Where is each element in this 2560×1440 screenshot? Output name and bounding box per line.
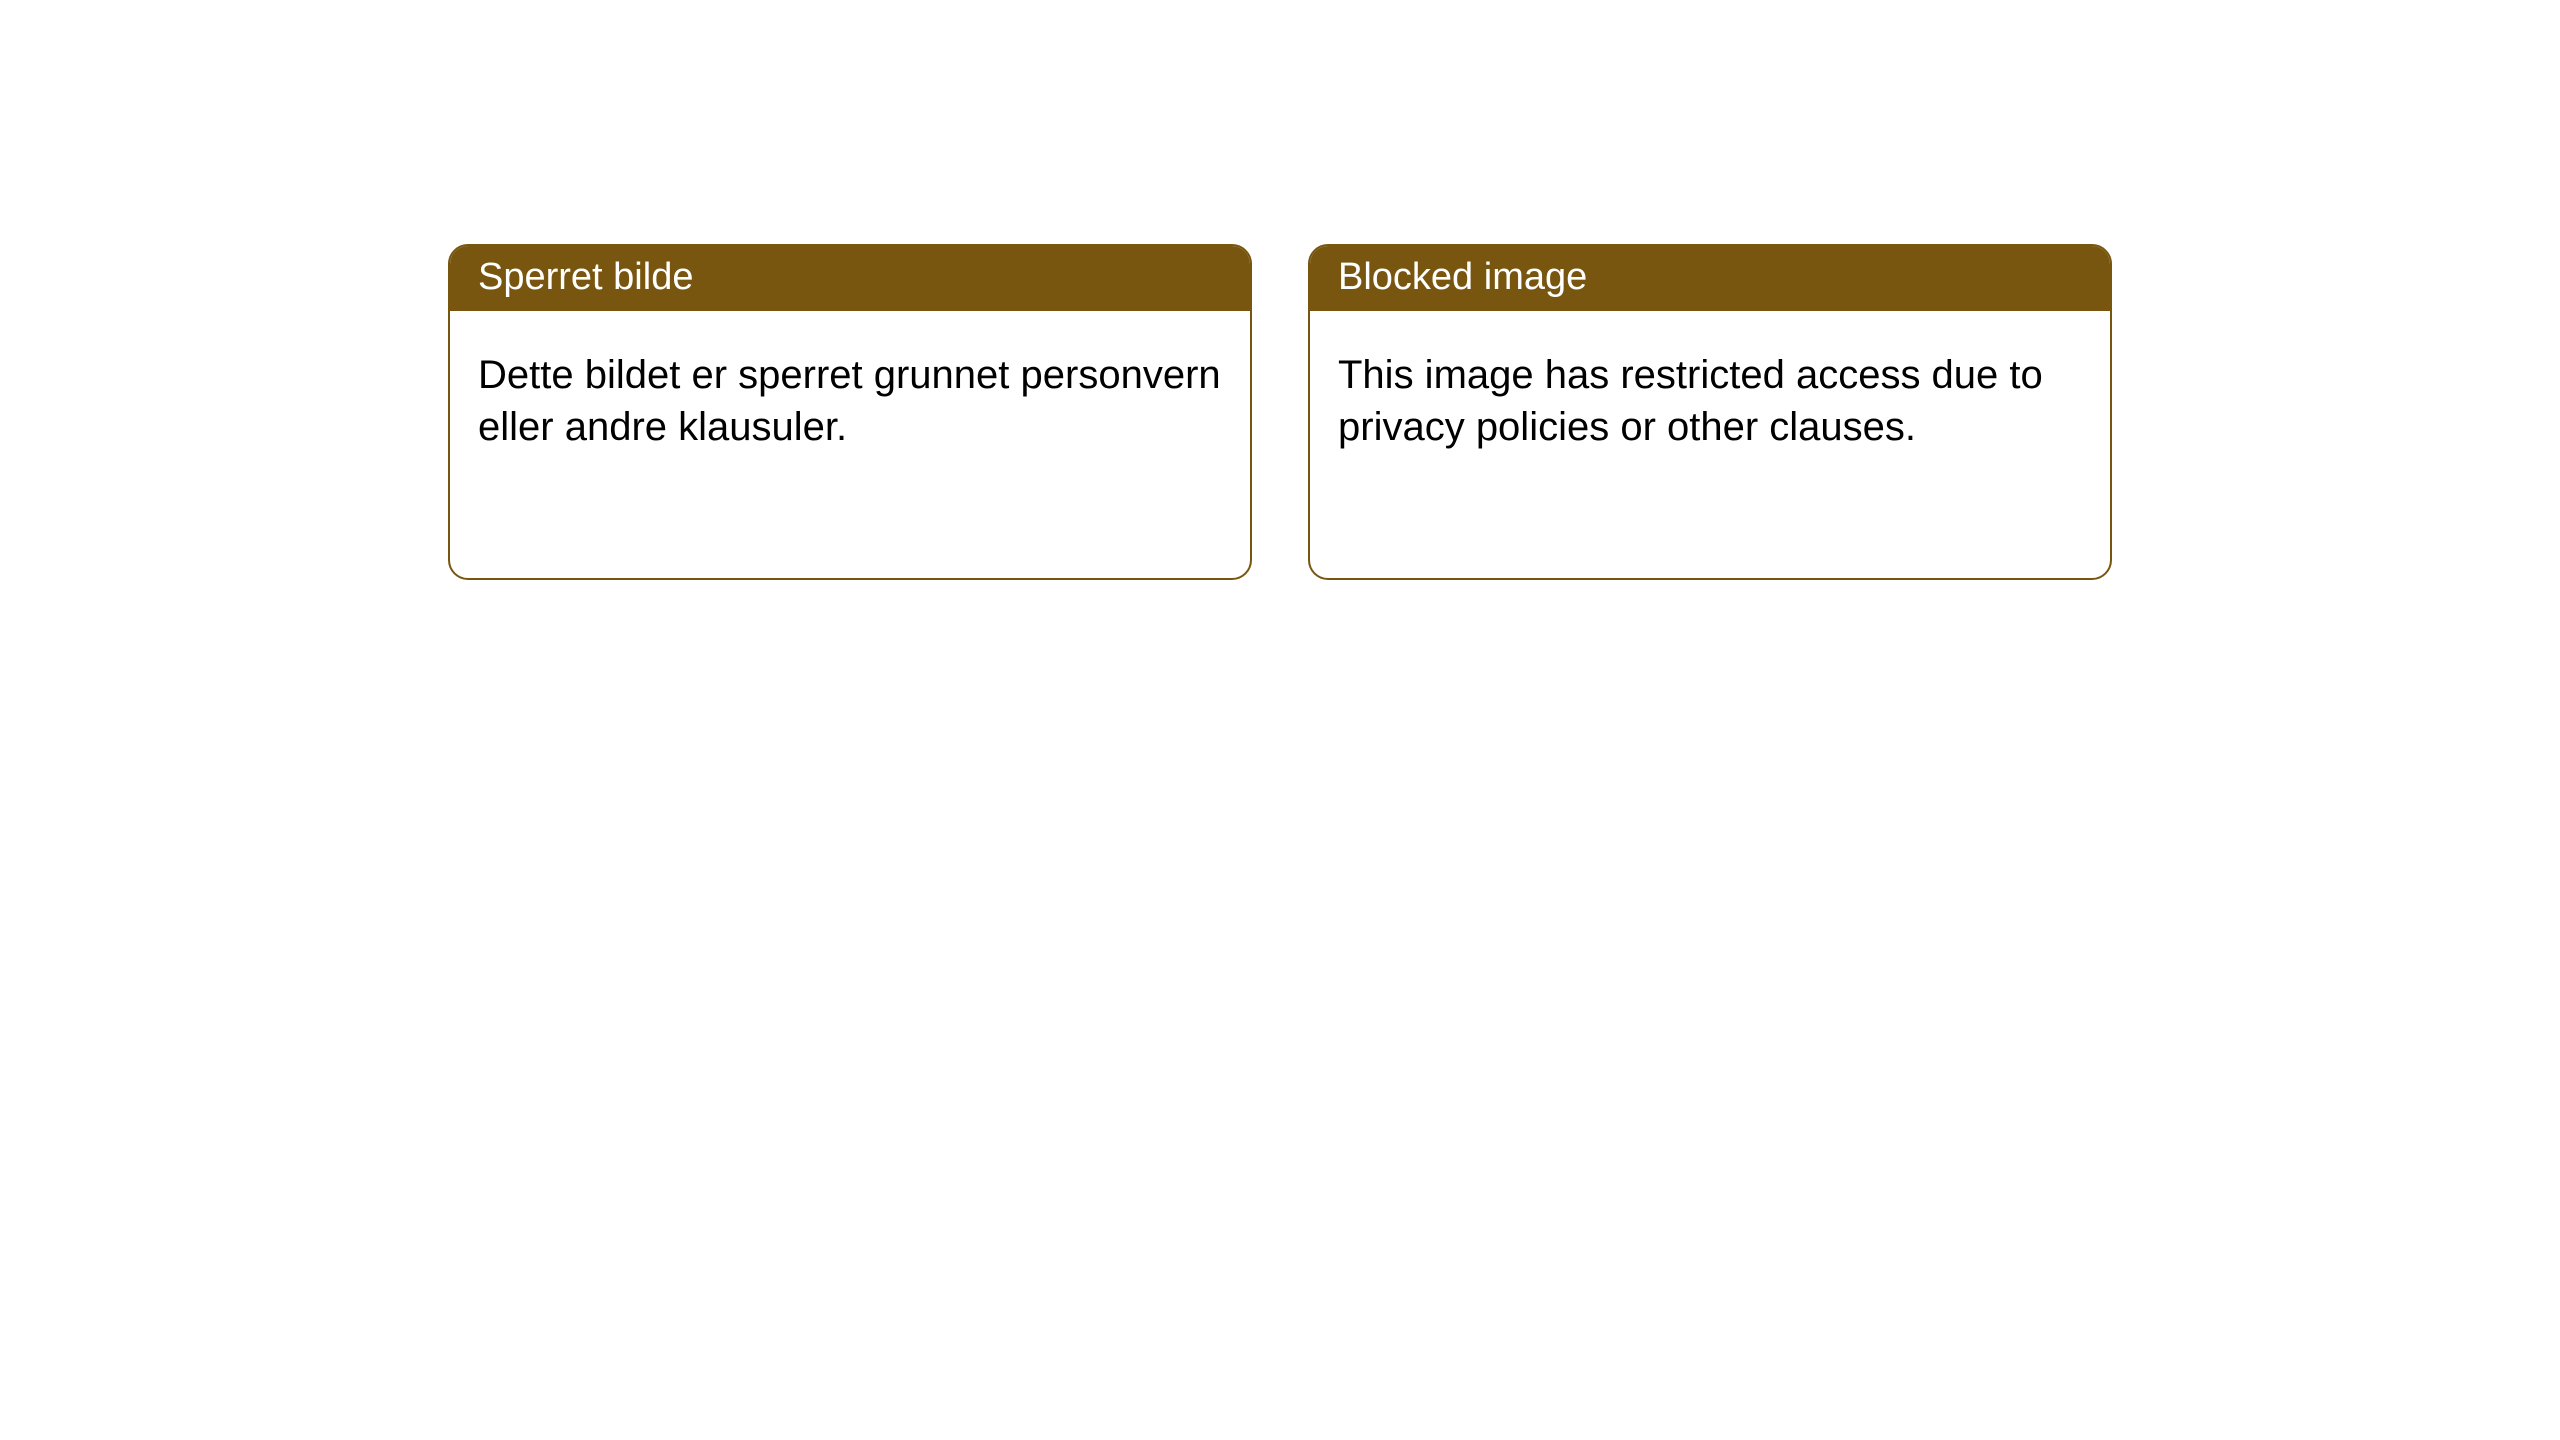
card-body: This image has restricted access due to …: [1310, 311, 2110, 481]
card-body: Dette bildet er sperret grunnet personve…: [450, 311, 1250, 481]
card-header: Sperret bilde: [450, 246, 1250, 311]
card-title: Blocked image: [1338, 256, 1587, 298]
blocked-image-card-no: Sperret bilde Dette bildet er sperret gr…: [448, 244, 1252, 580]
card-header: Blocked image: [1310, 246, 2110, 311]
card-title: Sperret bilde: [478, 256, 693, 298]
card-text: This image has restricted access due to …: [1338, 353, 2043, 449]
blocked-image-card-en: Blocked image This image has restricted …: [1308, 244, 2112, 580]
notice-cards-container: Sperret bilde Dette bildet er sperret gr…: [0, 0, 2560, 580]
card-text: Dette bildet er sperret grunnet personve…: [478, 353, 1221, 449]
